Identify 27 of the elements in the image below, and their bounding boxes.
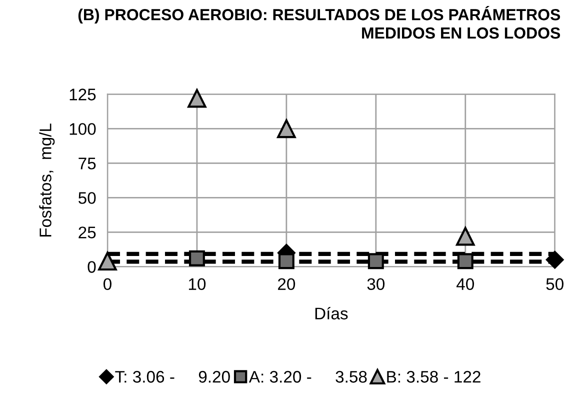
x-axis-title: Días: [315, 307, 348, 320]
point: [546, 250, 564, 269]
y-tick-label: 100: [70, 123, 96, 135]
legend-label: A: 3.20 - 3.58: [248, 370, 367, 383]
y-tick-label: 125: [70, 88, 96, 100]
legend-label: B: 3.58 - 122: [387, 370, 480, 383]
point: [457, 253, 474, 270]
legend-label: T: 3.06 - 9.20: [115, 370, 230, 383]
y-tick-label: 0: [88, 261, 96, 273]
x-tick-label: 50: [546, 278, 564, 290]
point: [98, 252, 117, 271]
chart-title: (B) PROCESO AEROBIO: RESULTADOS DE LOS PARÁMETROS MEDIDOS EN LOS LODOS: [78, 6, 560, 39]
x-tick-label: 20: [278, 278, 296, 290]
point: [278, 253, 294, 270]
x-tick-label: 10: [188, 278, 206, 290]
y-tick-label: 25: [78, 226, 96, 238]
point: [368, 253, 384, 270]
x-tick-label: 40: [456, 278, 474, 290]
y-axis-title: Fosfatos, mg/L: [39, 124, 55, 237]
y-tick-label: 75: [78, 158, 96, 170]
point: [277, 119, 296, 138]
point: [456, 226, 475, 246]
point: [188, 88, 206, 108]
x-tick-label: 30: [367, 278, 385, 290]
x-tick-label: 0: [104, 278, 112, 290]
point: [188, 250, 205, 266]
y-tick-label: 50: [78, 192, 96, 204]
